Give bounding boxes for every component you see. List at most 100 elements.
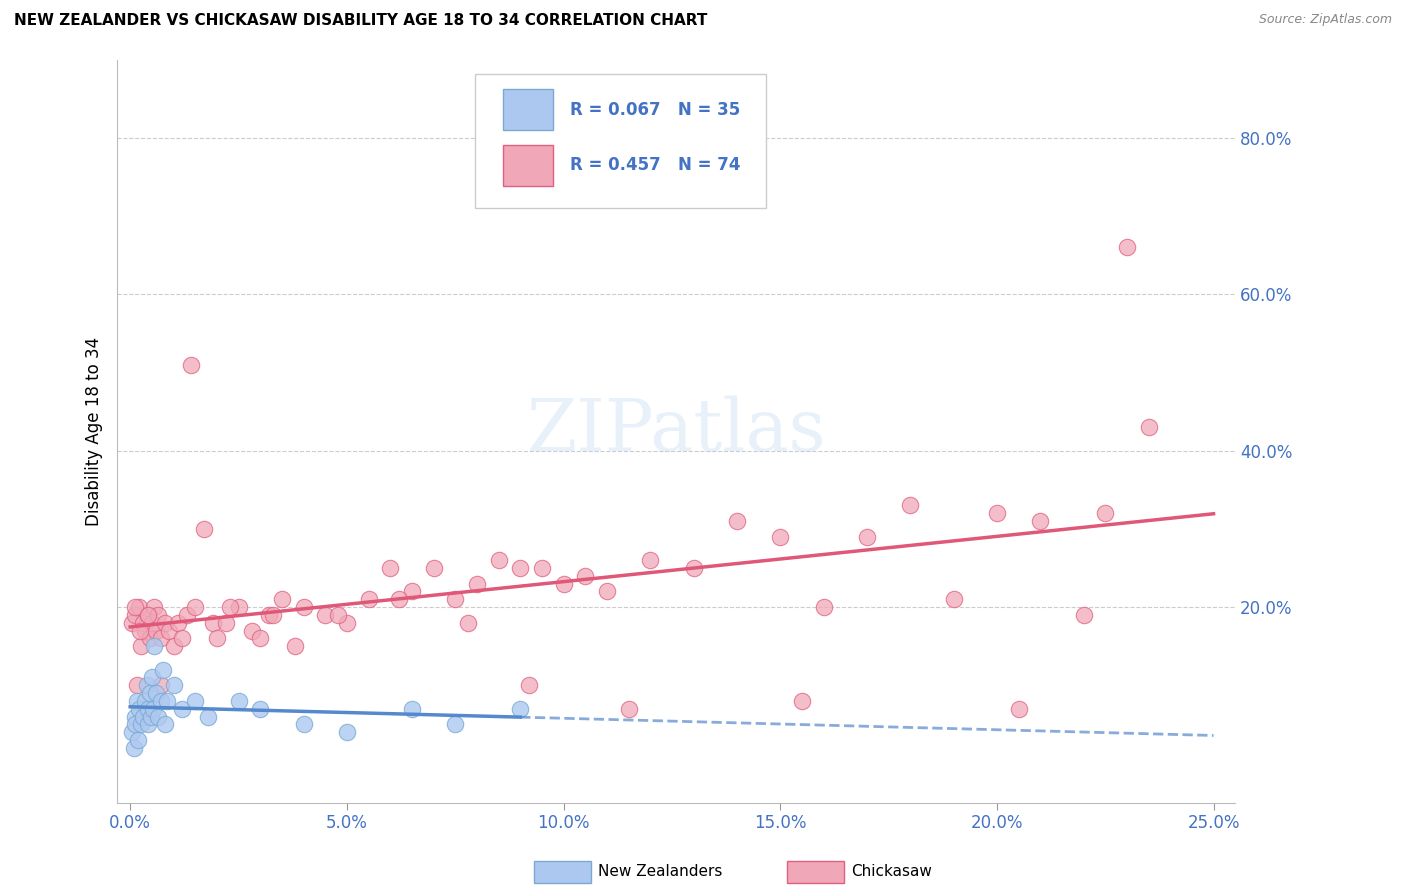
Point: [898, 499, 921, 513]
Point: [388, 592, 411, 607]
Point: [128, 624, 150, 638]
FancyBboxPatch shape: [503, 145, 553, 186]
Point: [134, 694, 156, 708]
Point: [596, 584, 619, 599]
Point: [769, 530, 792, 544]
Point: [1007, 702, 1029, 716]
Point: [138, 632, 160, 646]
Point: [1115, 240, 1137, 254]
Point: [166, 615, 188, 630]
Point: [132, 709, 155, 723]
Point: [150, 678, 173, 692]
Point: [156, 694, 179, 708]
Point: [986, 506, 1008, 520]
Point: [336, 615, 359, 630]
Point: [148, 709, 170, 723]
Point: [249, 632, 271, 646]
Point: [328, 607, 350, 622]
Point: [162, 678, 184, 692]
Point: [457, 615, 479, 630]
Point: [176, 607, 198, 622]
Point: [128, 600, 150, 615]
Point: [125, 678, 148, 692]
Point: [218, 600, 240, 615]
Point: [153, 615, 176, 630]
Point: [509, 561, 531, 575]
Point: [401, 702, 423, 716]
FancyBboxPatch shape: [503, 89, 553, 130]
Point: [336, 725, 359, 739]
Point: [357, 592, 380, 607]
Point: [465, 576, 488, 591]
Point: [240, 624, 263, 638]
Point: [856, 530, 879, 544]
Point: [193, 522, 215, 536]
Point: [284, 639, 307, 653]
Point: [142, 702, 165, 716]
Point: [1073, 607, 1095, 622]
Point: [149, 632, 172, 646]
Point: [184, 694, 207, 708]
Point: [509, 702, 531, 716]
Point: [124, 600, 146, 615]
Point: [444, 592, 467, 607]
Point: [157, 624, 180, 638]
Point: [122, 740, 145, 755]
Point: [134, 624, 156, 638]
Point: [145, 624, 167, 638]
Point: [172, 632, 194, 646]
Point: [292, 717, 315, 731]
Text: ZIPatlas: ZIPatlas: [526, 396, 825, 467]
Point: [292, 600, 315, 615]
Point: [138, 717, 160, 731]
Point: [141, 670, 163, 684]
Point: [143, 600, 166, 615]
Text: Chickasaw: Chickasaw: [851, 864, 932, 879]
Point: [1029, 514, 1052, 528]
Point: [617, 702, 640, 716]
Point: [205, 632, 228, 646]
Point: [197, 709, 219, 723]
Point: [942, 592, 965, 607]
Point: [262, 607, 284, 622]
Point: [136, 607, 159, 622]
Point: [139, 709, 162, 723]
Point: [124, 607, 146, 622]
Point: [422, 561, 444, 575]
Point: [228, 694, 250, 708]
Point: [128, 702, 150, 716]
Text: Source: ZipAtlas.com: Source: ZipAtlas.com: [1258, 13, 1392, 27]
Point: [141, 615, 163, 630]
Text: R = 0.457   N = 74: R = 0.457 N = 74: [569, 156, 741, 174]
Point: [153, 717, 176, 731]
Point: [270, 592, 292, 607]
Y-axis label: Disability Age 18 to 34: Disability Age 18 to 34: [86, 336, 103, 525]
Point: [813, 600, 835, 615]
Point: [1094, 506, 1116, 520]
Point: [172, 702, 194, 716]
Point: [184, 600, 207, 615]
Point: [129, 717, 152, 731]
Point: [725, 514, 748, 528]
Text: R = 0.067   N = 35: R = 0.067 N = 35: [569, 101, 740, 120]
Point: [138, 686, 160, 700]
Point: [135, 678, 157, 692]
Point: [574, 568, 596, 582]
Point: [136, 702, 159, 716]
Point: [444, 717, 467, 731]
Point: [1137, 420, 1160, 434]
Point: [314, 607, 336, 622]
Point: [121, 725, 143, 739]
Point: [121, 615, 143, 630]
Point: [517, 678, 540, 692]
Point: [638, 553, 661, 567]
Point: [124, 717, 146, 731]
Point: [143, 639, 166, 653]
Text: New Zealanders: New Zealanders: [598, 864, 721, 879]
Point: [380, 561, 402, 575]
Point: [124, 709, 146, 723]
Point: [129, 639, 152, 653]
Point: [201, 615, 224, 630]
Point: [145, 686, 167, 700]
Point: [257, 607, 280, 622]
